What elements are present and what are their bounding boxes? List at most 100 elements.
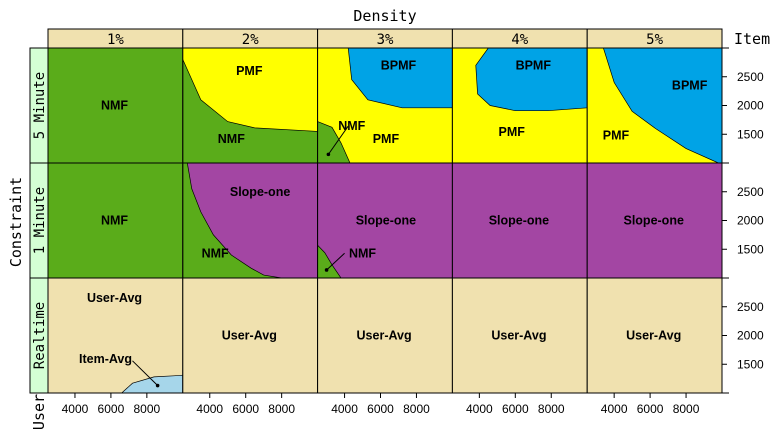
strip-col-label-4: 5% xyxy=(646,32,663,48)
strip-row-label-2: Realtime xyxy=(32,302,48,369)
strip-col-label-0: 1% xyxy=(107,32,124,48)
label-bpmf: BPMF xyxy=(381,58,417,72)
panel-r0-c3: BPMF PMF xyxy=(451,47,588,164)
label-item-avg: Item-Avg xyxy=(79,352,132,366)
label-user-avg: User-Avg xyxy=(87,291,142,305)
x-tick-label: 8000 xyxy=(403,402,430,416)
panel-r2-c0: User-Avg Item-Avg xyxy=(47,277,184,394)
right-axis-label: Item xyxy=(734,30,770,48)
label-slope-one: Slope-one xyxy=(623,214,683,228)
panel-r0-c0: NMF xyxy=(47,47,184,164)
label-nmf: NMF xyxy=(349,246,376,260)
strip-row-label-1: 1 Minute xyxy=(32,187,48,254)
label-pointer-dot xyxy=(155,383,160,388)
label-user-avg: User-Avg xyxy=(222,329,277,343)
label-pmf: PMF xyxy=(373,132,400,146)
label-nmf: NMF xyxy=(338,119,365,133)
panel-r2-c3: User-Avg xyxy=(451,277,588,394)
label-pointer xyxy=(326,252,345,271)
label-nmf: NMF xyxy=(101,214,128,228)
label-user-avg: User-Avg xyxy=(626,329,681,343)
panel-regions xyxy=(475,48,588,112)
region-nmf xyxy=(317,244,342,278)
x-tick-label: 6000 xyxy=(637,402,664,416)
region-user-avg-base xyxy=(317,278,453,393)
panel-r0-c2: BPMF PMF NMF xyxy=(317,47,453,164)
label-pmf: PMF xyxy=(236,64,263,78)
label-bpmf: BPMF xyxy=(672,78,708,92)
label-nmf: NMF xyxy=(202,246,229,260)
label-slope-one: Slope-one xyxy=(356,214,416,228)
x-tick-label: 4000 xyxy=(601,402,628,416)
region-nmf-base xyxy=(48,48,183,163)
label-nmf: NMF xyxy=(218,132,245,146)
region-bpmf xyxy=(475,48,588,112)
strip-row-2 xyxy=(29,277,49,394)
panel-r2-c4: User-Avg xyxy=(586,277,723,394)
panel-r1-c3: Slope-one xyxy=(451,162,588,279)
y-tick-label: 1500 xyxy=(737,127,764,141)
panel-r0-c1: PMF NMF xyxy=(182,47,319,164)
panel-regions xyxy=(317,48,453,163)
strip-col-label-1: 2% xyxy=(242,32,259,48)
label-slope-one: Slope-one xyxy=(489,214,549,228)
x-tick-label: 4000 xyxy=(196,402,223,416)
strip-row-label-0: 5 Minute xyxy=(32,72,48,139)
region-slope-one-base xyxy=(317,163,453,278)
x-tick-label: 6000 xyxy=(367,402,394,416)
region-nmf xyxy=(317,121,351,163)
region-bpmf xyxy=(347,48,453,109)
x-axis-label: User xyxy=(30,394,48,430)
region-user-avg-base xyxy=(48,278,183,393)
label-pmf: PMF xyxy=(603,128,630,142)
panels-grid: NMFPMFNMFBPMFPMFNMFBPMFPMFBPMFPMFNMFSlop… xyxy=(47,47,723,394)
label-slope-one: Slope-one xyxy=(230,185,290,199)
region-user-avg-base xyxy=(182,278,318,393)
x-tick-label: 6000 xyxy=(98,402,125,416)
y-tick-label: 2500 xyxy=(737,300,764,314)
y-tick-label: 2500 xyxy=(737,70,764,84)
y-tick-label: 2500 xyxy=(737,185,764,199)
x-tick-label: 8000 xyxy=(673,402,700,416)
y-tick-label: 2000 xyxy=(737,99,764,113)
panel-regions xyxy=(317,244,345,278)
label-user-avg: User-Avg xyxy=(491,329,546,343)
region-user-avg-base xyxy=(587,278,722,393)
y-tick-label: 1500 xyxy=(737,357,764,371)
y-tick-label: 1500 xyxy=(737,242,764,256)
panel-r0-c4: BPMF PMF xyxy=(586,47,723,164)
region-slope-one-base xyxy=(587,163,722,278)
panel-regions xyxy=(121,360,183,393)
x-tick-label: 8000 xyxy=(134,402,161,416)
region-nmf-base xyxy=(48,163,183,278)
x-tick-label: 8000 xyxy=(268,402,295,416)
panel-r1-c0: NMF xyxy=(47,162,184,279)
panel-r2-c1: User-Avg xyxy=(182,277,319,394)
panel-r1-c1: Slope-one NMF xyxy=(182,162,319,279)
x-tick-label: 6000 xyxy=(502,402,529,416)
region-nmf xyxy=(182,163,282,278)
label-user-avg: User-Avg xyxy=(357,329,412,343)
panel-r1-c2: Slope-one NMF xyxy=(317,162,453,279)
strips: 1% 2% 3% 4% 5% 5 Minute 1 Minute Realtime xyxy=(29,28,723,394)
y-tick-label: 2000 xyxy=(737,329,764,343)
label-pointer xyxy=(132,360,158,386)
x-tick-label: 6000 xyxy=(232,402,259,416)
x-tick-label: 4000 xyxy=(62,402,89,416)
panel-r2-c2: User-Avg xyxy=(317,277,453,394)
y-tick-label: 2000 xyxy=(737,214,764,228)
panel-r1-c4: Slope-one xyxy=(586,162,723,279)
label-pmf: PMF xyxy=(499,125,526,139)
y-axis-label: Constraint xyxy=(7,177,25,267)
region-nmf xyxy=(182,59,318,163)
axes: 2500 2000 1500 2500 2000 1500 2500 2000 1500 4000… xyxy=(62,47,764,416)
strip-col-label-2: 3% xyxy=(377,32,394,48)
panel-regions xyxy=(182,59,318,163)
x-tick-label: 4000 xyxy=(331,402,358,416)
label-bpmf: BPMF xyxy=(516,58,552,72)
label-pointer-dot xyxy=(324,268,329,272)
chart-title: Density xyxy=(353,7,416,25)
label-pointer xyxy=(327,125,349,155)
label-pointer-dot xyxy=(326,152,331,157)
